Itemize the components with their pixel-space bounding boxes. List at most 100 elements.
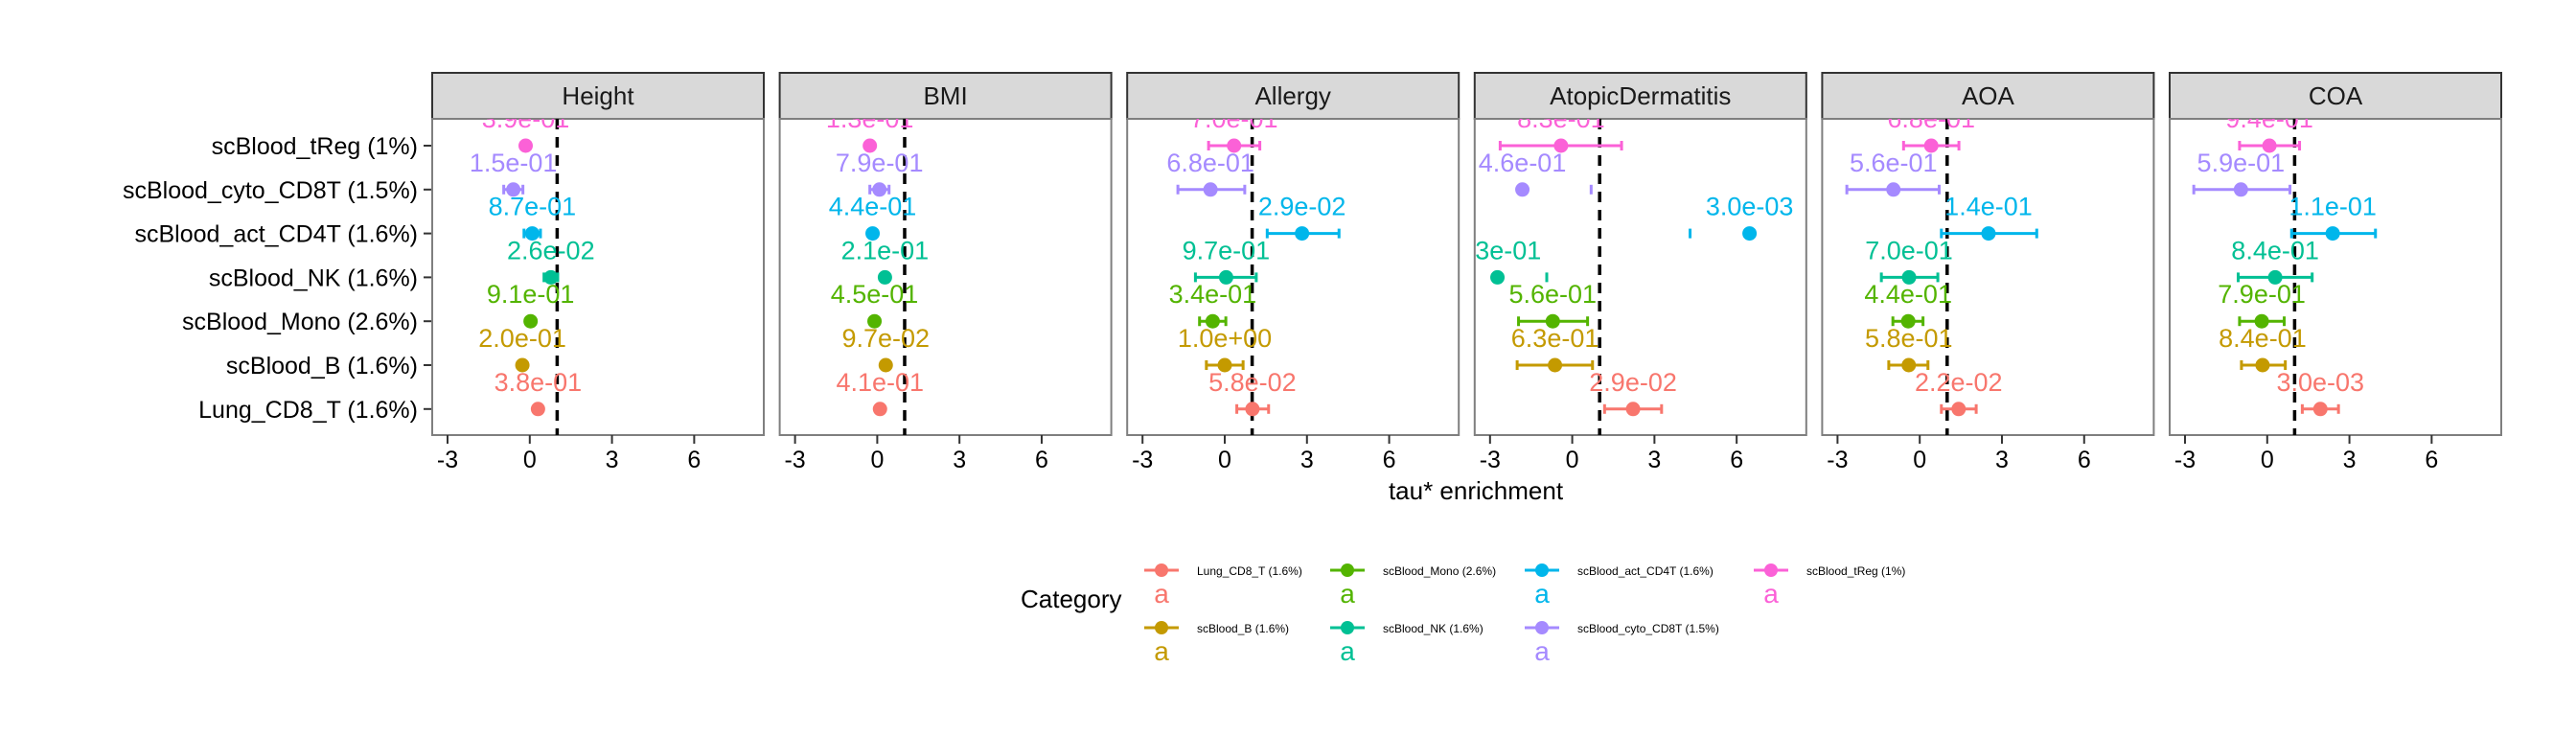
x-tick-label: -3	[2174, 447, 2196, 473]
legend-item: a scBlood_act_CD4T (1.6%)	[1525, 564, 1714, 609]
data-point	[1923, 138, 1939, 153]
legend-key-text: a	[1534, 579, 1550, 609]
legend-key-point	[1341, 564, 1354, 577]
x-tick-label: 6	[687, 447, 701, 473]
panel-background	[778, 118, 1113, 436]
x-tick-label: 3	[1647, 447, 1661, 473]
p-value-label: 7.0e-01	[1865, 236, 1953, 264]
panel-background	[1821, 118, 2155, 436]
facet-strip	[1821, 72, 2155, 120]
p-value-label: 9.1e-01	[487, 280, 575, 309]
p-value-label: 7.9e-01	[836, 149, 924, 177]
facet-title: AtopicDermatitis	[1550, 81, 1731, 110]
p-value-label: 2.0e-01	[478, 324, 566, 353]
facet-bmi: BMI 1.3e-01 7.9e-01 4.4e-01 2.1e-01 4.5e-01 9.…	[778, 72, 1113, 473]
p-value-label: 4.5e-01	[831, 280, 919, 309]
p-value-label: 7.9e-01	[2218, 280, 2306, 309]
legend-label: scBlood_NK (1.6%)	[1383, 622, 1484, 635]
p-value-label: 2.6e-02	[507, 236, 595, 264]
p-value-label: 1.1e-01	[2288, 193, 2377, 221]
x-tick-label: -3	[437, 447, 458, 473]
p-value-label: 3.0e-03	[2276, 368, 2364, 397]
facet-title: AOA	[1962, 81, 2015, 110]
p-value-label: 8.7e-01	[489, 193, 577, 221]
legend-label: Lung_CD8_T (1.6%)	[1197, 564, 1302, 578]
x-tick-label: 3	[1300, 447, 1314, 473]
y-tick-label: Lung_CD8_T (1.6%)	[198, 397, 418, 424]
x-tick-label: 0	[1913, 447, 1926, 473]
x-tick-label: 3	[606, 447, 619, 473]
data-point	[1515, 182, 1530, 197]
legend-label: scBlood_tReg (1%)	[1806, 564, 1905, 578]
x-tick-label: -3	[1132, 447, 1153, 473]
data-point	[865, 226, 881, 242]
data-point	[2312, 402, 2328, 417]
legend: Category a Lung_CD8_T (1.6%) a scBlood_Mono …	[1021, 564, 1905, 666]
data-point	[878, 357, 893, 373]
p-value-label: 7.0e-01	[1190, 104, 1278, 133]
facet-title: COA	[2309, 81, 2363, 110]
legend-title: Category	[1021, 585, 1122, 613]
data-point	[2262, 138, 2277, 153]
p-value-label: 5.8e-02	[1208, 368, 1297, 397]
panel-background	[1126, 118, 1460, 436]
p-value-label: 9.7e-02	[841, 324, 930, 353]
data-point	[2255, 357, 2270, 373]
facet-title: BMI	[923, 81, 967, 110]
panel-content: 9.4e-01 5.9e-011.1e-01 8.4e-01 7.9e-01 8.4e-…	[2192, 119, 2378, 435]
data-point	[518, 138, 534, 153]
data-point	[506, 182, 521, 197]
data-point	[2267, 269, 2283, 285]
y-tick-label: scBlood_cyto_CD8T (1.5%)	[123, 177, 418, 204]
p-value-label: 5.6e-01	[1509, 280, 1598, 309]
legend-key-point	[1535, 621, 1549, 634]
facet-atopicdermatitis: AtopicDermatitis8.3e-014.6e-013.0e-038.3…	[1454, 72, 1807, 473]
p-value-label: 9.7e-01	[1183, 236, 1271, 264]
x-tick-label: 3	[2343, 447, 2357, 473]
x-tick-label: -3	[784, 447, 805, 473]
data-point	[523, 313, 539, 329]
p-value-label: 4.6e-01	[1479, 149, 1567, 177]
panel-background	[2169, 118, 2502, 436]
p-value-label: 8.3e-01	[1517, 104, 1605, 133]
p-value-label: 3.4e-01	[1169, 280, 1257, 309]
data-point	[1217, 357, 1232, 373]
p-value-label: 8.3e-01	[1454, 236, 1542, 264]
legend-label: scBlood_cyto_CD8T (1.5%)	[1577, 622, 1719, 635]
y-tick-label: scBlood_Mono (2.6%)	[182, 309, 418, 335]
facet-title: Height	[562, 81, 634, 110]
legend-key-text: a	[1154, 636, 1169, 666]
x-tick-label: 0	[523, 447, 537, 473]
x-axis-title: tau* enrichment	[1389, 476, 1564, 505]
data-point	[1981, 226, 1996, 242]
p-value-label: 3.0e-03	[1706, 193, 1794, 221]
legend-key-text: a	[1154, 579, 1169, 609]
data-point	[515, 357, 530, 373]
p-value-label: 8.4e-01	[2231, 236, 2319, 264]
x-tick-label: 3	[953, 447, 966, 473]
p-value-label: 5.8e-01	[1865, 324, 1953, 353]
legend-item: a Lung_CD8_T (1.6%)	[1144, 564, 1302, 609]
p-value-label: 2.2e-02	[1915, 368, 2003, 397]
p-value-label: 4.4e-01	[1864, 280, 1952, 309]
y-tick-label: scBlood_act_CD4T (1.6%)	[134, 221, 418, 248]
panel-content: 7.0e-01 6.8e-012.9e-02 9.7e-01 3.4e-01 1.0e+…	[1166, 104, 1346, 435]
data-point	[1490, 269, 1506, 285]
legend-item: a scBlood_cyto_CD8T (1.5%)	[1525, 621, 1719, 666]
data-point	[1900, 313, 1916, 329]
p-value-label: 8.4e-01	[2219, 324, 2307, 353]
data-point	[1245, 402, 1260, 417]
data-point	[1901, 357, 1917, 373]
y-axis: scBlood_tReg (1%) scBlood_cyto_CD8T (1.5%…	[123, 133, 432, 424]
panel-content: 8.3e-01 4.6e-01 3.0e-03 8.3e-01 5.6e-01 6.3e-…	[1454, 104, 1794, 435]
p-value-label: 6.8e-01	[1166, 149, 1254, 177]
p-value-label: 3.9e-01	[482, 104, 570, 133]
data-point	[2325, 226, 2340, 242]
x-tick-label: 0	[870, 447, 884, 473]
data-point	[1553, 138, 1569, 153]
legend-item: a scBlood_NK (1.6%)	[1330, 621, 1484, 666]
panel-background	[431, 118, 765, 436]
p-value-label: 5.9e-01	[2197, 149, 2286, 177]
